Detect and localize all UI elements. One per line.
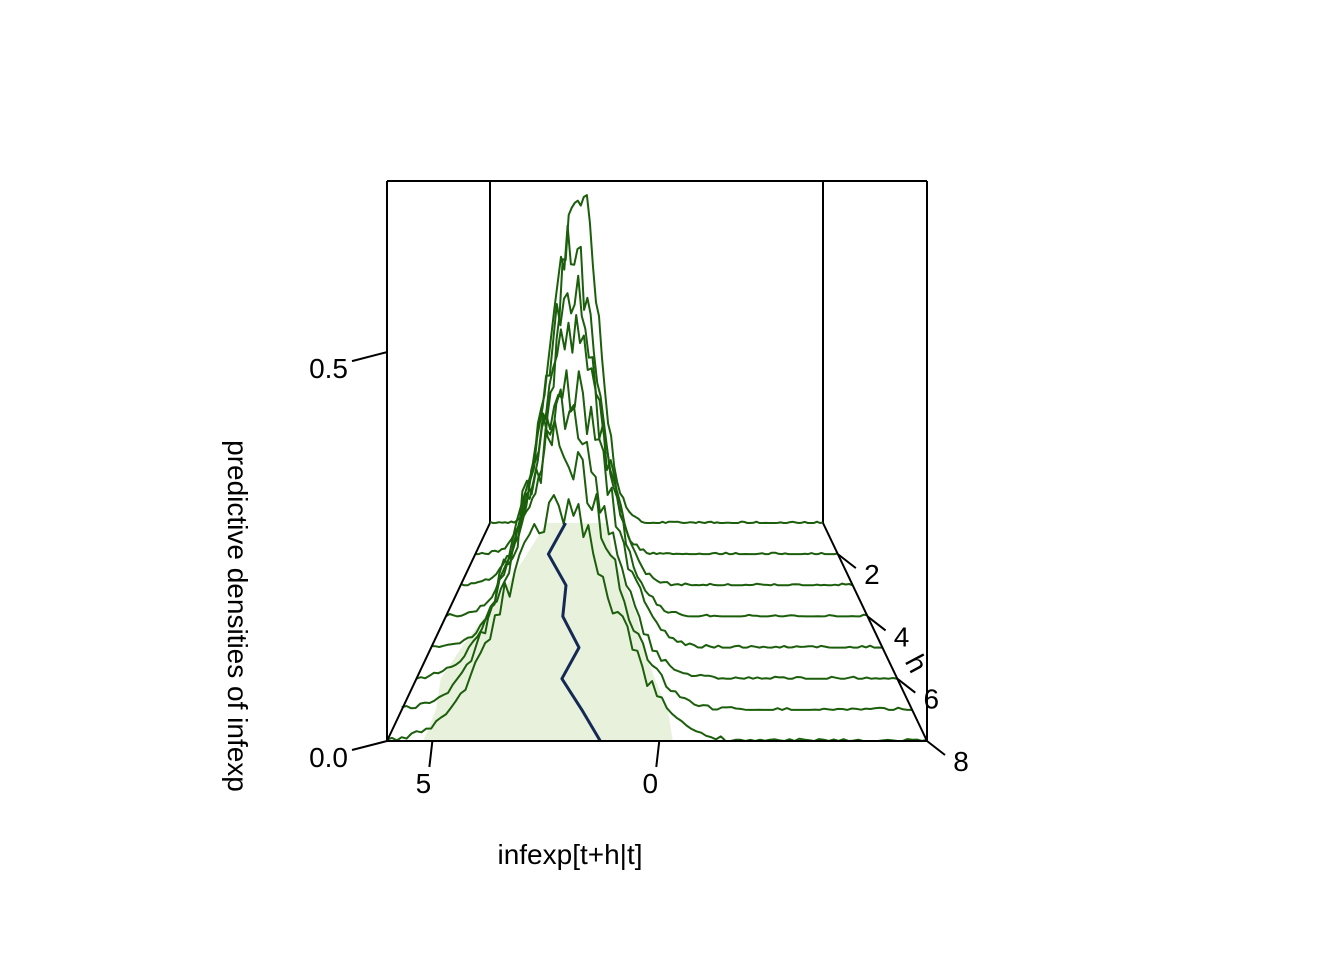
box-edge-floor-left <box>386 522 491 742</box>
h-tick-label: 6 <box>923 684 939 715</box>
density-curve-h4 <box>445 314 868 618</box>
h-tick-label: 2 <box>864 559 880 590</box>
h-tick-mark <box>926 740 946 756</box>
interval-band-area <box>423 523 673 741</box>
front-edges <box>386 180 928 742</box>
plot-box <box>387 180 927 523</box>
density-curve-h3 <box>460 274 854 587</box>
z-tick-mark <box>351 740 388 751</box>
median-path <box>546 522 602 742</box>
box-edge-floor-right <box>822 522 928 742</box>
density-curve-h1 <box>489 194 824 524</box>
h-tick-label: 4 <box>894 621 910 652</box>
x-axis-label: infexp[t+h|t] <box>497 839 642 870</box>
x-tick-mark <box>655 740 661 768</box>
x-tick-label: 5 <box>416 768 432 799</box>
density-curve-h7 <box>401 419 913 711</box>
h-tick-mark <box>896 677 916 694</box>
x-tick-mark <box>428 740 434 768</box>
x-tick-label: 0 <box>642 768 658 799</box>
h-tick-mark <box>866 615 887 632</box>
z-tick-label: 0.5 <box>309 353 348 384</box>
h-tick-mark <box>837 553 857 569</box>
interval-band <box>423 523 673 741</box>
z-axis-label: predictive densities of infexp <box>222 440 253 792</box>
h-tick-label: 8 <box>953 746 969 777</box>
density-curve-h5 <box>431 369 883 649</box>
h-axis-label: h <box>899 649 934 677</box>
density-curves <box>386 194 928 742</box>
axis-ticks: 5 0 24 68 0.0 0.5 <box>309 351 969 799</box>
z-tick-mark <box>351 351 388 363</box>
median-line <box>546 522 602 742</box>
z-tick-label: 0.0 <box>309 742 348 773</box>
